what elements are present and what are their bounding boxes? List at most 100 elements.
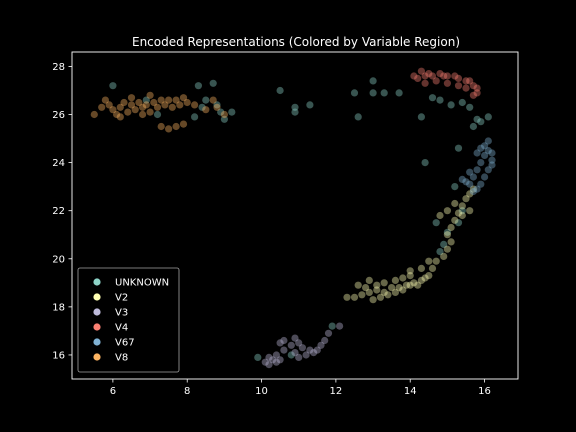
point-v8-16: [157, 96, 165, 104]
point-v8-3: [109, 106, 117, 114]
point-v2-47: [365, 276, 373, 284]
legend-label-v4: V4: [115, 323, 128, 334]
series-v67: [458, 137, 496, 196]
point-v8-22: [179, 94, 188, 102]
point-unknown-9: [191, 113, 199, 121]
point-v8-12: [142, 101, 150, 109]
point-v3-7: [280, 336, 288, 345]
point-v8-30: [157, 122, 165, 131]
point-v2-19: [373, 281, 381, 289]
point-v3-22: [324, 329, 333, 337]
point-v3-16: [313, 346, 321, 354]
point-v8-20: [172, 96, 180, 104]
plot-frame: [71, 51, 519, 380]
point-v4-19: [421, 79, 429, 87]
point-v4-3: [425, 70, 433, 78]
point-v8-34: [101, 96, 109, 104]
point-v2-9: [410, 279, 418, 287]
point-v2-44: [425, 257, 433, 265]
point-v8-37: [127, 94, 136, 102]
point-v2-13: [376, 293, 385, 301]
point-v8-15: [153, 103, 162, 111]
legend-box: [77, 267, 180, 373]
y-tick-label: 26: [52, 110, 65, 121]
point-v4-2: [421, 72, 429, 80]
point-unknown-16: [350, 89, 359, 97]
point-unknown-8: [228, 108, 236, 116]
point-v67-7: [488, 156, 496, 164]
point-v3-12: [298, 344, 306, 352]
point-v8-4: [113, 110, 121, 119]
point-v3-4: [276, 356, 284, 364]
x-tick-label: 12: [330, 386, 343, 397]
legend-label-v2: V2: [115, 293, 128, 304]
point-v2-3: [365, 288, 373, 296]
point-v8-35: [139, 110, 147, 119]
point-v8-5: [116, 103, 124, 111]
point-unknown-29: [477, 118, 485, 126]
point-unknown-10: [153, 110, 162, 119]
point-v8-2: [105, 101, 113, 109]
series-v8: [90, 91, 228, 133]
point-v8-0: [90, 110, 98, 119]
point-v4-17: [454, 82, 463, 90]
point-unknown-38: [440, 240, 448, 248]
x-tick-label: 8: [184, 386, 190, 397]
point-v8-28: [116, 113, 124, 121]
legend-marker-v67: [93, 338, 101, 346]
legend-label-v3: V3: [115, 308, 128, 319]
point-v8-1: [98, 103, 106, 111]
point-unknown-27: [466, 103, 474, 111]
point-v2-10: [417, 276, 425, 284]
point-v2-17: [406, 281, 414, 289]
point-v4-14: [473, 89, 481, 97]
point-unknown-28: [473, 115, 481, 123]
point-v67-9: [481, 173, 489, 181]
point-v2-26: [428, 264, 437, 272]
point-unknown-11: [142, 96, 150, 104]
series-unknown: [109, 77, 492, 361]
point-v4-5: [436, 70, 444, 78]
point-v3-14: [306, 346, 314, 354]
point-v2-21: [391, 276, 399, 284]
point-v3-0: [261, 358, 269, 366]
point-unknown-42: [287, 351, 295, 359]
point-v3-3: [272, 351, 280, 359]
point-unknown-26: [458, 98, 466, 107]
point-unknown-35: [458, 207, 466, 215]
point-unknown-6: [198, 103, 206, 111]
legend-label-v8: V8: [115, 353, 128, 364]
point-v2-16: [399, 286, 407, 294]
point-v4-20: [462, 84, 470, 92]
point-v8-24: [191, 101, 199, 109]
point-unknown-41: [328, 322, 336, 330]
point-unknown-19: [380, 89, 388, 97]
y-tick-label: 20: [52, 254, 65, 265]
point-v2-40: [443, 207, 451, 215]
point-v67-17: [488, 161, 496, 169]
point-unknown-25: [447, 101, 455, 109]
point-unknown-2: [209, 79, 217, 87]
point-v4-11: [466, 77, 474, 85]
point-v2-34: [454, 209, 463, 217]
point-v3-10: [295, 339, 303, 347]
point-v3-23: [336, 322, 344, 330]
point-v3-17: [317, 341, 325, 349]
point-v4-12: [469, 82, 477, 90]
point-unknown-14: [291, 108, 299, 116]
point-v2-15: [391, 288, 399, 296]
point-v2-24: [362, 284, 370, 292]
series-v3: [261, 322, 344, 369]
point-v2-22: [399, 274, 407, 282]
legend-label-unknown: UNKNOWN: [115, 278, 169, 289]
point-v3-20: [295, 353, 303, 361]
point-v8-29: [146, 91, 154, 99]
point-v2-41: [436, 211, 444, 220]
legend-marker-unknown: [93, 278, 101, 286]
point-v3-8: [276, 339, 284, 347]
y-tick-label: 16: [52, 350, 65, 361]
point-unknown-36: [454, 219, 463, 227]
point-v4-1: [414, 74, 422, 82]
point-v2-14: [384, 291, 392, 299]
point-v2-28: [440, 252, 448, 260]
